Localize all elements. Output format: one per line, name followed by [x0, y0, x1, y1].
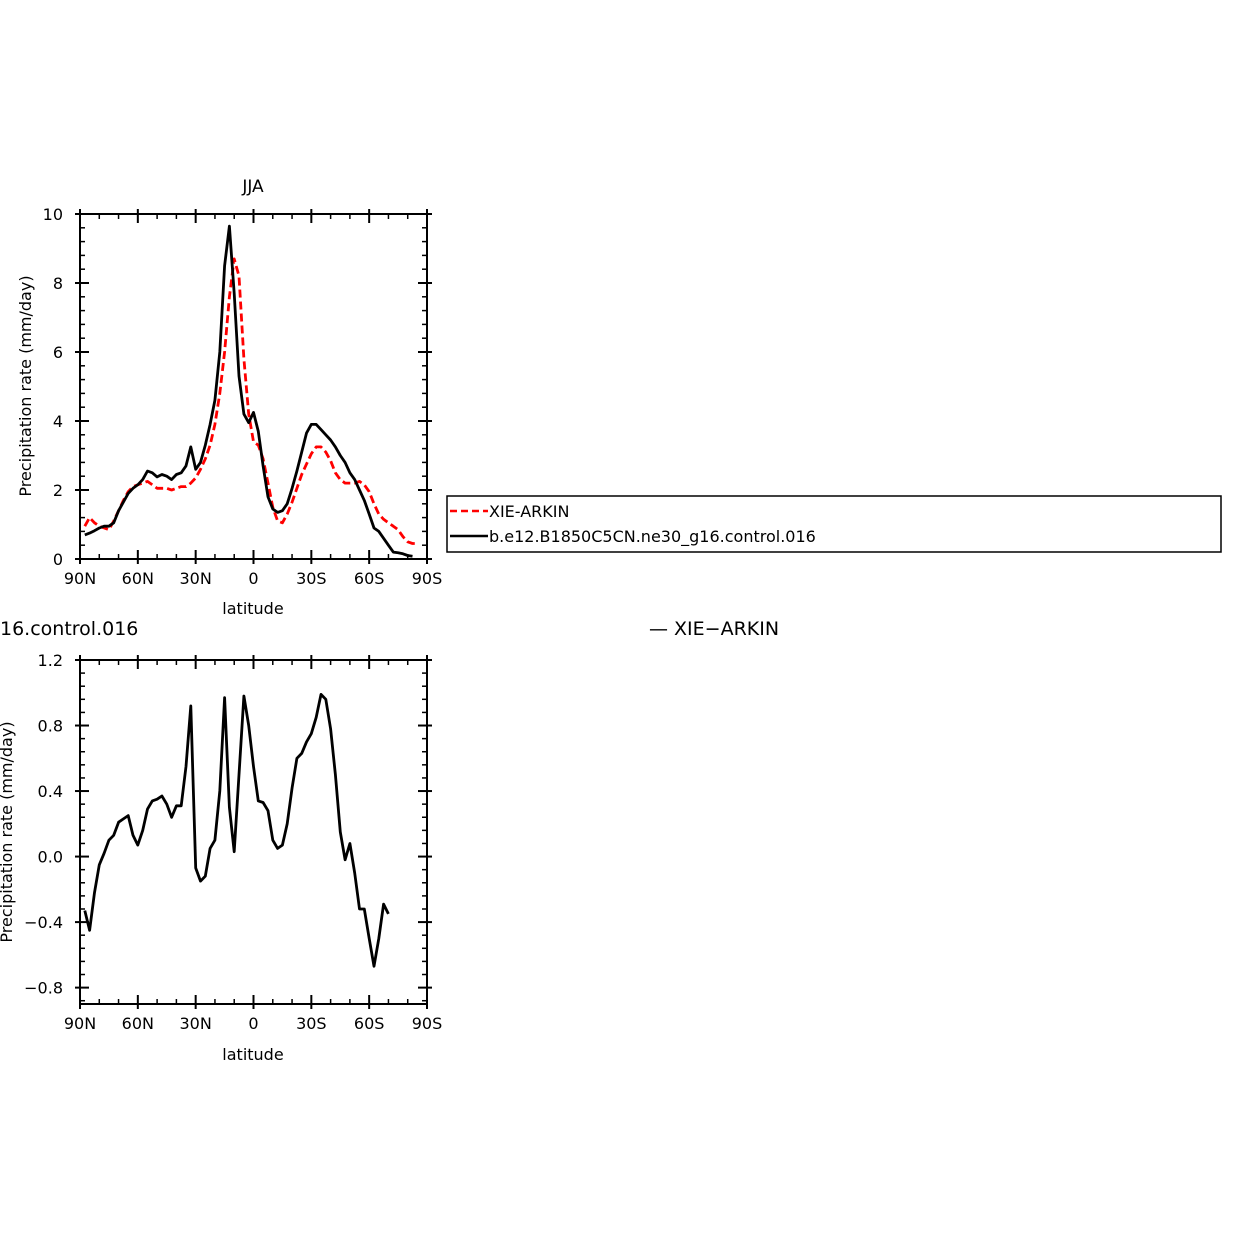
- top-x-tick-label: 60N: [122, 569, 154, 588]
- bottom-y-tick-label: 1.2: [38, 651, 63, 670]
- top-panel: JJA 0 2 4 6 8 10 90N 60N 30N 0 30S 60S 90S latitude…: [16, 177, 442, 618]
- top-y-tick-label: 2: [53, 481, 63, 500]
- top-x-tick-label: 30S: [296, 569, 327, 588]
- top-y-tick-label: 8: [53, 274, 63, 293]
- bottom-x-axis-label: latitude: [222, 1045, 283, 1064]
- clipped-left-label: 16.control.016: [0, 618, 138, 640]
- legend-entry-xie-arkin: XIE-ARKIN: [489, 502, 569, 521]
- bottom-x-tick-label: 60S: [354, 1014, 385, 1033]
- top-x-axis-label: latitude: [222, 599, 283, 618]
- top-x-tick-label: 90N: [64, 569, 96, 588]
- bottom-x-tick-labels: 90N 60N 30N 0 30S 60S 90S: [64, 1014, 442, 1033]
- bottom-y-axis-label-clip: Precipitation rate (mm/day): [0, 721, 16, 942]
- bottom-x-tick-label: 30N: [180, 1014, 212, 1033]
- top-y-tick-labels: 0 2 4 6 8 10: [43, 205, 63, 569]
- top-y-tick-label: 4: [53, 412, 63, 431]
- bottom-y-tick-labels: −0.8 −0.4 0.0 0.4 0.8 1.2: [24, 651, 63, 998]
- top-x-tick-label: 30N: [180, 569, 212, 588]
- legend: XIE-ARKIN b.e12.B1850C5CN.ne30_g16.contr…: [446, 495, 1222, 553]
- top-y-tick-label: 6: [53, 343, 63, 362]
- bottom-y-tick-label: −0.4: [24, 913, 63, 932]
- top-panel-title: JJA: [241, 177, 264, 197]
- top-y-tick-label: 10: [43, 205, 63, 224]
- bottom-ticks: [75, 655, 432, 1009]
- bottom-x-tick-label: 60N: [122, 1014, 154, 1033]
- bottom-y-axis-label: Precipitation rate (mm/day): [0, 721, 16, 942]
- bottom-series-line: [83, 693, 390, 968]
- bottom-x-tick-label: 90S: [412, 1014, 443, 1033]
- bottom-y-tick-label: −0.8: [24, 979, 63, 998]
- bottom-x-tick-label: 30S: [296, 1014, 327, 1033]
- top-series-line-0: [83, 257, 418, 545]
- bottom-panel: −0.8 −0.4 0.0 0.4 0.8 1.2 90N 60N 30N 0 30S 60S 90S…: [0, 651, 442, 1064]
- top-x-tick-label: 0: [248, 569, 258, 588]
- legend-entry-control: b.e12.B1850C5CN.ne30_g16.control.016: [489, 527, 816, 547]
- top-series-lines: [83, 224, 418, 558]
- bottom-x-tick-label: 0: [248, 1014, 258, 1033]
- legend-box: [446, 495, 1222, 553]
- bottom-y-tick-label: 0.8: [38, 717, 63, 736]
- top-x-tick-labels: 90N 60N 30N 0 30S 60S 90S: [64, 569, 442, 588]
- clipped-right-label: — XIE−ARKIN: [649, 618, 779, 640]
- top-series-line-1: [84, 224, 413, 558]
- bottom-y-tick-label: 0.0: [38, 848, 63, 867]
- top-x-tick-label: 90S: [412, 569, 443, 588]
- bottom-x-tick-label: 90N: [64, 1014, 96, 1033]
- top-x-tick-label: 60S: [354, 569, 385, 588]
- top-y-tick-label: 0: [53, 550, 63, 569]
- top-y-axis-label: Precipitation rate (mm/day): [16, 275, 35, 496]
- bottom-y-tick-label: 0.4: [38, 782, 63, 801]
- bottom-series-line-0: [83, 693, 390, 968]
- top-ticks: [75, 209, 432, 564]
